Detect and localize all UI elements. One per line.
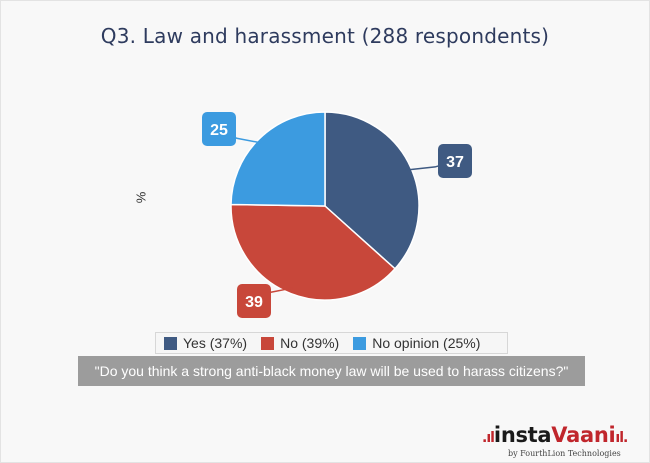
instavaani-logo: .ılinstaVaaniıl. xyxy=(482,423,628,447)
data-label-box-yes xyxy=(438,144,472,178)
legend-label-yes: Yes (37%) xyxy=(183,335,248,351)
legend-item-no-opinion[interactable]: No opinion (25%) xyxy=(353,335,480,351)
legend-swatch-yes xyxy=(164,336,177,350)
legend-label-no-opinion: No opinion (25%) xyxy=(372,335,481,351)
pie-slice-no-opinion[interactable] xyxy=(230,111,326,207)
pie-slice-no[interactable] xyxy=(230,203,397,301)
survey-question: "Do you think a strong anti-black money … xyxy=(78,356,585,386)
data-label-no-opinion: 25 xyxy=(210,122,228,139)
legend-item-yes[interactable]: Yes (37%) xyxy=(164,335,247,351)
legend-label-no: No (39%) xyxy=(280,335,340,351)
pie-slice-yes[interactable] xyxy=(324,111,420,270)
logo-byline: by FourthLion Technologies xyxy=(508,449,621,458)
chart-title: Q3. Law and harassment (288 respondents) xyxy=(100,24,550,48)
data-label-no: 39 xyxy=(245,294,263,311)
data-label-box-no xyxy=(237,284,271,318)
data-label-yes: 37 xyxy=(446,154,464,171)
legend-swatch-no-opinion xyxy=(353,336,367,350)
legend-item-no[interactable]: No (39%) xyxy=(261,335,339,351)
legend: Yes (37%) No (39%) No opinion (25%) xyxy=(155,332,508,354)
legend-swatch-no xyxy=(261,336,275,350)
data-label-box-no-opinion xyxy=(202,112,236,146)
